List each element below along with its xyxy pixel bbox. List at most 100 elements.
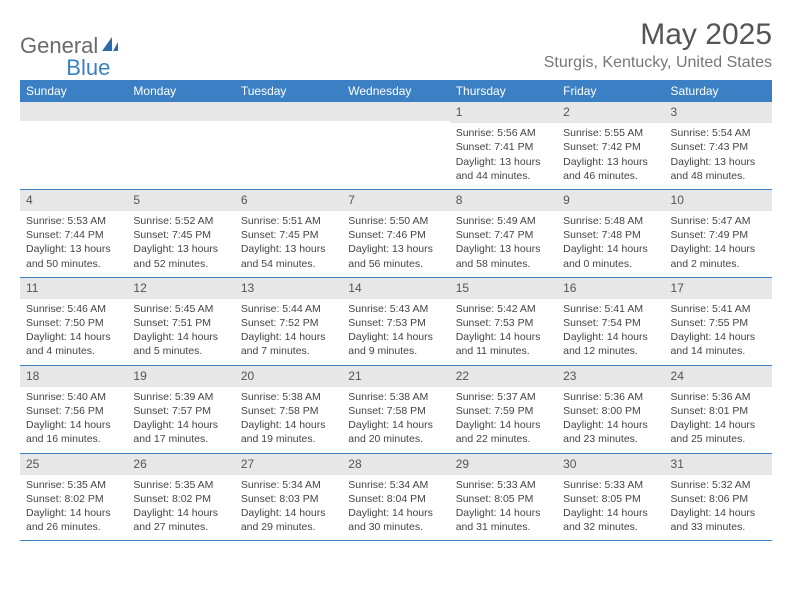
week-row: 4Sunrise: 5:53 AMSunset: 7:44 PMDaylight…: [20, 190, 772, 278]
day-body: Sunrise: 5:36 AMSunset: 8:01 PMDaylight:…: [665, 387, 772, 453]
day-body: Sunrise: 5:45 AMSunset: 7:51 PMDaylight:…: [127, 299, 234, 365]
sunset-text: Sunset: 7:50 PM: [26, 316, 121, 330]
daylight-text: Daylight: 13 hours and 54 minutes.: [241, 242, 336, 270]
day-body: Sunrise: 5:43 AMSunset: 7:53 PMDaylight:…: [342, 299, 449, 365]
day-cell: 19Sunrise: 5:39 AMSunset: 7:57 PMDayligh…: [127, 366, 234, 453]
sunrise-text: Sunrise: 5:33 AM: [456, 478, 551, 492]
daylight-text: Daylight: 14 hours and 26 minutes.: [26, 506, 121, 534]
day-cell: 26Sunrise: 5:35 AMSunset: 8:02 PMDayligh…: [127, 454, 234, 541]
day-cell: 16Sunrise: 5:41 AMSunset: 7:54 PMDayligh…: [557, 278, 664, 365]
sunset-text: Sunset: 8:00 PM: [563, 404, 658, 418]
brand-word2: Blue: [66, 57, 110, 79]
day-number: 21: [342, 366, 449, 387]
day-body: Sunrise: 5:39 AMSunset: 7:57 PMDaylight:…: [127, 387, 234, 453]
day-cell: 12Sunrise: 5:45 AMSunset: 7:51 PMDayligh…: [127, 278, 234, 365]
sunset-text: Sunset: 7:49 PM: [671, 228, 766, 242]
day-number: 17: [665, 278, 772, 299]
day-body: Sunrise: 5:46 AMSunset: 7:50 PMDaylight:…: [20, 299, 127, 365]
location-text: Sturgis, Kentucky, United States: [544, 54, 772, 72]
sunrise-text: Sunrise: 5:55 AM: [563, 126, 658, 140]
sunrise-text: Sunrise: 5:41 AM: [671, 302, 766, 316]
day-body: Sunrise: 5:32 AMSunset: 8:06 PMDaylight:…: [665, 475, 772, 541]
day-header-row: Sunday Monday Tuesday Wednesday Thursday…: [20, 80, 772, 102]
sunset-text: Sunset: 8:06 PM: [671, 492, 766, 506]
day-number: 23: [557, 366, 664, 387]
day-number: 16: [557, 278, 664, 299]
day-cell: 21Sunrise: 5:38 AMSunset: 7:58 PMDayligh…: [342, 366, 449, 453]
daylight-text: Daylight: 14 hours and 29 minutes.: [241, 506, 336, 534]
sunrise-text: Sunrise: 5:34 AM: [241, 478, 336, 492]
sunset-text: Sunset: 7:53 PM: [456, 316, 551, 330]
sunrise-text: Sunrise: 5:42 AM: [456, 302, 551, 316]
day-cell: 9Sunrise: 5:48 AMSunset: 7:48 PMDaylight…: [557, 190, 664, 277]
sunset-text: Sunset: 7:53 PM: [348, 316, 443, 330]
day-cell: 13Sunrise: 5:44 AMSunset: 7:52 PMDayligh…: [235, 278, 342, 365]
daylight-text: Daylight: 14 hours and 5 minutes.: [133, 330, 228, 358]
day-body: Sunrise: 5:51 AMSunset: 7:45 PMDaylight:…: [235, 211, 342, 277]
day-cell: 27Sunrise: 5:34 AMSunset: 8:03 PMDayligh…: [235, 454, 342, 541]
sunset-text: Sunset: 8:01 PM: [671, 404, 766, 418]
day-header-tue: Tuesday: [235, 80, 342, 102]
sunset-text: Sunset: 8:02 PM: [26, 492, 121, 506]
sunrise-text: Sunrise: 5:56 AM: [456, 126, 551, 140]
sunrise-text: Sunrise: 5:36 AM: [671, 390, 766, 404]
daylight-text: Daylight: 14 hours and 4 minutes.: [26, 330, 121, 358]
day-number: [235, 102, 342, 121]
day-cell: 25Sunrise: 5:35 AMSunset: 8:02 PMDayligh…: [20, 454, 127, 541]
daylight-text: Daylight: 14 hours and 22 minutes.: [456, 418, 551, 446]
brand-word1: General: [20, 35, 98, 57]
day-number: 19: [127, 366, 234, 387]
day-header-wed: Wednesday: [342, 80, 449, 102]
day-body: Sunrise: 5:56 AMSunset: 7:41 PMDaylight:…: [450, 123, 557, 189]
day-cell: 28Sunrise: 5:34 AMSunset: 8:04 PMDayligh…: [342, 454, 449, 541]
daylight-text: Daylight: 13 hours and 58 minutes.: [456, 242, 551, 270]
sunrise-text: Sunrise: 5:43 AM: [348, 302, 443, 316]
day-cell: 10Sunrise: 5:47 AMSunset: 7:49 PMDayligh…: [665, 190, 772, 277]
day-number: 7: [342, 190, 449, 211]
day-number: 30: [557, 454, 664, 475]
daylight-text: Daylight: 14 hours and 27 minutes.: [133, 506, 228, 534]
day-cell: 24Sunrise: 5:36 AMSunset: 8:01 PMDayligh…: [665, 366, 772, 453]
day-cell: [342, 102, 449, 189]
daylight-text: Daylight: 14 hours and 17 minutes.: [133, 418, 228, 446]
daylight-text: Daylight: 13 hours and 50 minutes.: [26, 242, 121, 270]
sunrise-text: Sunrise: 5:37 AM: [456, 390, 551, 404]
sunset-text: Sunset: 7:51 PM: [133, 316, 228, 330]
sunset-text: Sunset: 8:05 PM: [563, 492, 658, 506]
day-number: 9: [557, 190, 664, 211]
sunset-text: Sunset: 7:56 PM: [26, 404, 121, 418]
day-cell: 18Sunrise: 5:40 AMSunset: 7:56 PMDayligh…: [20, 366, 127, 453]
day-cell: 1Sunrise: 5:56 AMSunset: 7:41 PMDaylight…: [450, 102, 557, 189]
day-cell: 11Sunrise: 5:46 AMSunset: 7:50 PMDayligh…: [20, 278, 127, 365]
day-number: 12: [127, 278, 234, 299]
sunset-text: Sunset: 7:41 PM: [456, 140, 551, 154]
sunset-text: Sunset: 7:54 PM: [563, 316, 658, 330]
day-cell: 30Sunrise: 5:33 AMSunset: 8:05 PMDayligh…: [557, 454, 664, 541]
day-cell: 23Sunrise: 5:36 AMSunset: 8:00 PMDayligh…: [557, 366, 664, 453]
daylight-text: Daylight: 13 hours and 48 minutes.: [671, 155, 766, 183]
day-cell: 29Sunrise: 5:33 AMSunset: 8:05 PMDayligh…: [450, 454, 557, 541]
day-number: [20, 102, 127, 121]
sunrise-text: Sunrise: 5:40 AM: [26, 390, 121, 404]
day-body: Sunrise: 5:35 AMSunset: 8:02 PMDaylight:…: [20, 475, 127, 541]
sunset-text: Sunset: 7:48 PM: [563, 228, 658, 242]
day-number: 28: [342, 454, 449, 475]
sunrise-text: Sunrise: 5:48 AM: [563, 214, 658, 228]
sunrise-text: Sunrise: 5:45 AM: [133, 302, 228, 316]
title-block: May 2025 Sturgis, Kentucky, United State…: [544, 18, 772, 72]
day-number: 2: [557, 102, 664, 123]
day-number: 26: [127, 454, 234, 475]
day-cell: 8Sunrise: 5:49 AMSunset: 7:47 PMDaylight…: [450, 190, 557, 277]
day-body: [20, 121, 127, 130]
day-body: Sunrise: 5:33 AMSunset: 8:05 PMDaylight:…: [557, 475, 664, 541]
daylight-text: Daylight: 14 hours and 16 minutes.: [26, 418, 121, 446]
day-cell: 6Sunrise: 5:51 AMSunset: 7:45 PMDaylight…: [235, 190, 342, 277]
sunrise-text: Sunrise: 5:38 AM: [348, 390, 443, 404]
sunset-text: Sunset: 7:42 PM: [563, 140, 658, 154]
day-header-sat: Saturday: [665, 80, 772, 102]
sunrise-text: Sunrise: 5:38 AM: [241, 390, 336, 404]
day-number: 11: [20, 278, 127, 299]
sunset-text: Sunset: 7:59 PM: [456, 404, 551, 418]
day-body: Sunrise: 5:38 AMSunset: 7:58 PMDaylight:…: [342, 387, 449, 453]
day-cell: 22Sunrise: 5:37 AMSunset: 7:59 PMDayligh…: [450, 366, 557, 453]
